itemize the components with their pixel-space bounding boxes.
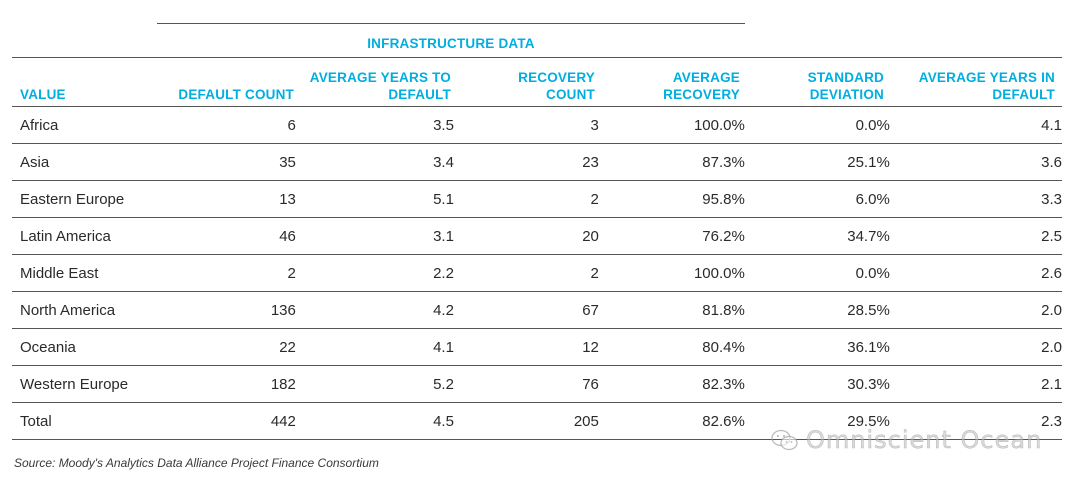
value-cell: 3.1 <box>295 217 454 255</box>
value-cell: 46 <box>150 217 296 255</box>
group-header: INFRASTRUCTURE DATA <box>367 36 535 51</box>
col-header-standard-deviation: STANDARD DEVIATION <box>807 70 884 102</box>
value-cell: 80.4% <box>598 328 745 366</box>
value-cell: 2.2 <box>295 254 454 292</box>
value-cell: 25.1% <box>744 143 890 181</box>
value-cell: 81.8% <box>598 291 745 329</box>
value-cell: 2.0 <box>889 328 1062 366</box>
value-cell: 2 <box>453 180 599 218</box>
value-cell: 5.2 <box>295 365 454 403</box>
value-cell: 205 <box>453 402 599 440</box>
value-cell: 4.5 <box>295 402 454 440</box>
table-row: Middle East 2 2.2 2 100.0% 0.0% 2.6 <box>12 254 1062 292</box>
col-header-average-years-to-default: AVERAGE YEARS TO DEFAULT <box>309 70 451 102</box>
region-cell: Western Europe <box>12 365 151 403</box>
value-cell: 182 <box>150 365 296 403</box>
value-cell: 2.1 <box>889 365 1062 403</box>
value-cell: 2 <box>150 254 296 292</box>
col-header-default-count: DEFAULT COUNT <box>178 87 294 102</box>
top-rule <box>157 23 745 24</box>
value-cell: 87.3% <box>598 143 745 181</box>
value-cell: 67 <box>453 291 599 329</box>
source-note: Source: Moody's Analytics Data Alliance … <box>14 456 379 470</box>
value-cell: 2.0 <box>889 291 1062 329</box>
value-cell: 3 <box>453 106 599 144</box>
value-cell: 100.0% <box>598 254 745 292</box>
value-cell: 136 <box>150 291 296 329</box>
value-cell: 442 <box>150 402 296 440</box>
value-cell: 2.3 <box>889 402 1062 440</box>
value-cell: 3.5 <box>295 106 454 144</box>
table-row: Western Europe 182 5.2 76 82.3% 30.3% 2.1 <box>12 365 1062 403</box>
value-cell: 4.1 <box>889 106 1062 144</box>
value-cell: 95.8% <box>598 180 745 218</box>
value-cell: 2 <box>453 254 599 292</box>
value-cell: 20 <box>453 217 599 255</box>
value-cell: 0.0% <box>744 106 890 144</box>
value-cell: 82.3% <box>598 365 745 403</box>
region-cell: Total <box>12 402 151 440</box>
table-row-total: Total 442 4.5 205 82.6% 29.5% 2.3 <box>12 402 1062 440</box>
value-cell: 76.2% <box>598 217 745 255</box>
wechat-icon <box>771 429 798 451</box>
region-cell: North America <box>12 291 151 329</box>
value-cell: 2.5 <box>889 217 1062 255</box>
value-cell: 0.0% <box>744 254 890 292</box>
value-cell: 36.1% <box>744 328 890 366</box>
value-cell: 100.0% <box>598 106 745 144</box>
header-rule <box>12 57 1062 58</box>
col-header-value: VALUE <box>20 87 66 102</box>
value-cell: 6 <box>150 106 296 144</box>
value-cell: 2.6 <box>889 254 1062 292</box>
region-cell: Asia <box>12 143 151 181</box>
value-cell: 4.2 <box>295 291 454 329</box>
value-cell: 30.3% <box>744 365 890 403</box>
watermark-text: Omniscient Ocean <box>806 426 1043 455</box>
value-cell: 3.4 <box>295 143 454 181</box>
col-header-recovery-count: RECOVERY COUNT <box>518 70 595 102</box>
region-cell: Middle East <box>12 254 151 292</box>
value-cell: 22 <box>150 328 296 366</box>
value-cell: 5.1 <box>295 180 454 218</box>
value-cell: 3.3 <box>889 180 1062 218</box>
value-cell: 34.7% <box>744 217 890 255</box>
table-row: Eastern Europe 13 5.1 2 95.8% 6.0% 3.3 <box>12 180 1062 218</box>
value-cell: 6.0% <box>744 180 890 218</box>
region-cell: Oceania <box>12 328 151 366</box>
table-body: Africa 6 3.5 3 100.0% 0.0% 4.1 Asia 35 3.4 23 87.3%… <box>12 106 1062 440</box>
region-cell: Latin America <box>12 217 151 255</box>
value-cell: 82.6% <box>598 402 745 440</box>
region-cell: Africa <box>12 106 151 144</box>
value-cell: 35 <box>150 143 296 181</box>
watermark: Omniscient Ocean <box>770 426 1042 454</box>
value-cell: 4.1 <box>295 328 454 366</box>
value-cell: 23 <box>453 143 599 181</box>
value-cell: 28.5% <box>744 291 890 329</box>
table-row: Asia 35 3.4 23 87.3% 25.1% 3.6 <box>12 143 1062 181</box>
table-row: Africa 6 3.5 3 100.0% 0.0% 4.1 <box>12 106 1062 144</box>
value-cell: 76 <box>453 365 599 403</box>
table-row: North America 136 4.2 67 81.8% 28.5% 2.0 <box>12 291 1062 329</box>
region-cell: Eastern Europe <box>12 180 151 218</box>
infrastructure-data-table: Africa 6 3.5 3 100.0% 0.0% 4.1 Asia 35 3.4 23 87.3%… <box>12 106 1062 440</box>
value-cell: 13 <box>150 180 296 218</box>
value-cell: 12 <box>453 328 599 366</box>
table-row: Latin America 46 3.1 20 76.2% 34.7% 2.5 <box>12 217 1062 255</box>
col-header-average-recovery: AVERAGE RECOVERY <box>663 70 740 102</box>
col-header-average-years-in-default: AVERAGE YEARS IN DEFAULT <box>918 70 1055 102</box>
table-row: Oceania 22 4.1 12 80.4% 36.1% 2.0 <box>12 328 1062 366</box>
value-cell: 3.6 <box>889 143 1062 181</box>
value-cell: 29.5% <box>744 402 890 440</box>
